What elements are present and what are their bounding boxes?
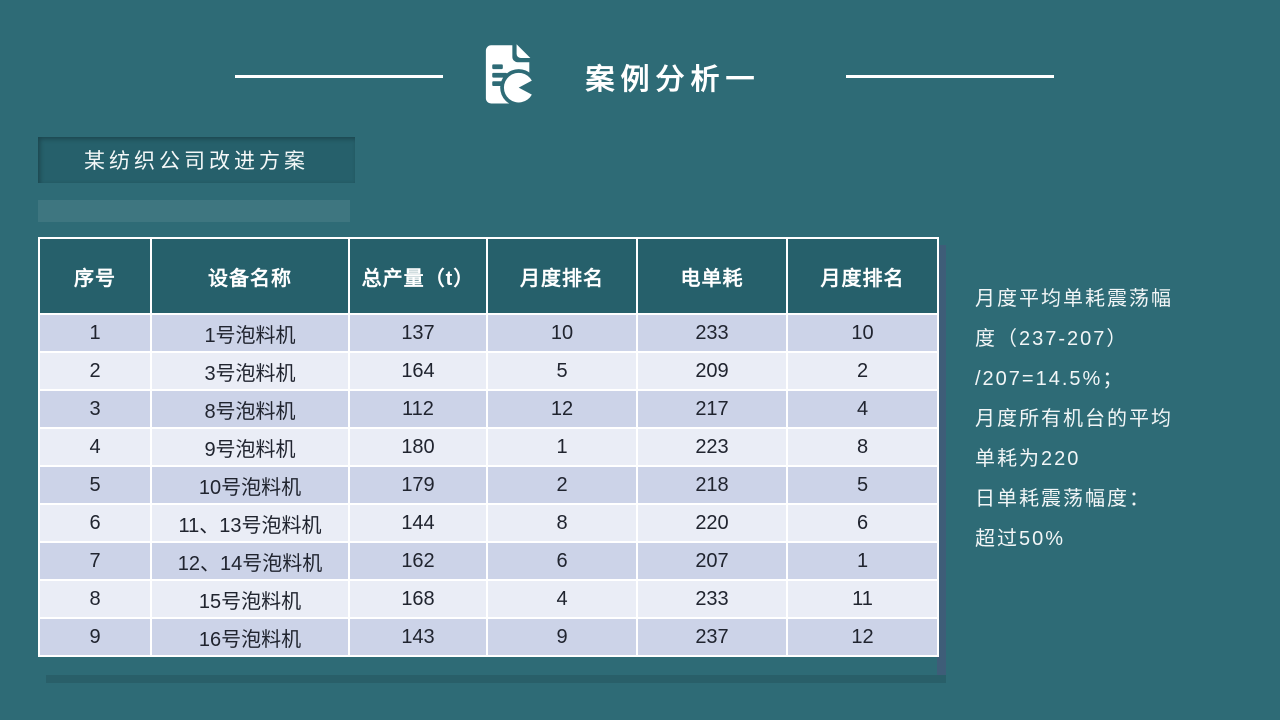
table-cell: 5 [38,465,152,505]
table-cell: 3 [38,389,152,429]
table-cell: 112 [348,389,488,429]
note-line: /207=14.5%； [975,368,1125,390]
column-header: 序号 [38,237,152,315]
table-row: 3 8号泡料机 112 12 217 4 [38,389,939,429]
table-cell: 10号泡料机 [150,465,350,505]
table-cell: 5 [786,465,939,505]
table-cell: 218 [636,465,788,505]
table-cell: 10 [786,313,939,353]
table-cell: 10 [486,313,638,353]
table-cell: 1 [38,313,152,353]
column-header: 设备名称 [150,237,350,315]
table-row: 8 15号泡料机 168 4 233 11 [38,579,939,619]
table-cell: 179 [348,465,488,505]
table-cell: 1号泡料机 [150,313,350,353]
column-header: 总产量（t） [348,237,488,315]
table-cell: 12 [786,617,939,657]
table-cell: 9号泡料机 [150,427,350,467]
table-cell: 233 [636,313,788,353]
column-header: 月度排名 [786,237,939,315]
analysis-notes: 月度平均单耗震荡幅 度（237-207） /207=14.5%； 月度所有机台的平均单… [975,279,1265,559]
note-line: 月度所有机台的平均 [975,408,1173,430]
column-header: 电单耗 [636,237,788,315]
table-cell: 5 [486,351,638,391]
table-cell: 12、14号泡料机 [150,541,350,581]
table-shadow-bottom [46,675,946,683]
table-cell: 4 [38,427,152,467]
section-label-text: 某纺织公司改进方案 [84,150,309,173]
table-row: 4 9号泡料机 180 1 223 8 [38,427,939,467]
table-cell: 162 [348,541,488,581]
note-line: 单耗为220 [975,448,1081,470]
table-cell: 1 [786,541,939,581]
table-cell: 164 [348,351,488,391]
table-row: 5 10号泡料机 179 2 218 5 [38,465,939,505]
table-cell: 8号泡料机 [150,389,350,429]
section-label: 某纺织公司改进方案 [38,137,355,183]
table-cell: 207 [636,541,788,581]
page-title: 案例分析一 [585,64,761,96]
table-cell: 11 [786,579,939,619]
table-cell: 8 [486,503,638,543]
table-cell: 7 [38,541,152,581]
table-row: 7 12、14号泡料机 162 6 207 1 [38,541,939,581]
document-pie-chart-icon [470,40,542,112]
table-cell: 220 [636,503,788,543]
table-cell: 2 [786,351,939,391]
table-cell: 4 [486,579,638,619]
table-cell: 11、13号泡料机 [150,503,350,543]
title-divider-right [846,75,1054,78]
note-line: 日单耗震荡幅度： [975,488,1151,510]
table-cell: 16号泡料机 [150,617,350,657]
table-cell: 223 [636,427,788,467]
table-cell: 9 [38,617,152,657]
table-cell: 6 [38,503,152,543]
table-cell: 168 [348,579,488,619]
table-cell: 2 [38,351,152,391]
table-cell: 12 [486,389,638,429]
table-cell: 143 [348,617,488,657]
table-row: 1 1号泡料机 137 10 233 10 [38,313,939,353]
table-cell: 233 [636,579,788,619]
table-cell: 2 [486,465,638,505]
table-row: 9 16号泡料机 143 9 237 12 [38,617,939,657]
table-row: 2 3号泡料机 164 5 209 2 [38,351,939,391]
note-line: 超过50% [975,528,1066,550]
table-row: 6 11、13号泡料机 144 8 220 6 [38,503,939,543]
column-header: 月度排名 [486,237,638,315]
table-cell: 237 [636,617,788,657]
table-cell: 8 [786,427,939,467]
section-label-shadow [38,200,350,222]
table-cell: 6 [786,503,939,543]
table-cell: 8 [38,579,152,619]
note-line: 月度平均单耗震荡幅 [975,288,1173,310]
note-line: 度（237-207） [975,328,1129,350]
title-divider-left [235,75,443,78]
table-header-row: 序号 设备名称 总产量（t） 月度排名 电单耗 月度排名 [38,237,939,315]
table-cell: 4 [786,389,939,429]
table-cell: 209 [636,351,788,391]
table-cell: 15号泡料机 [150,579,350,619]
equipment-table: 序号 设备名称 总产量（t） 月度排名 电单耗 月度排名 1 1号泡料机 137 10 233 10… [38,237,939,657]
table-cell: 180 [348,427,488,467]
table-cell: 6 [486,541,638,581]
table-cell: 9 [486,617,638,657]
table-cell: 1 [486,427,638,467]
table-cell: 217 [636,389,788,429]
table-cell: 3号泡料机 [150,351,350,391]
table-shadow-right [937,245,946,683]
table-cell: 144 [348,503,488,543]
table-cell: 137 [348,313,488,353]
